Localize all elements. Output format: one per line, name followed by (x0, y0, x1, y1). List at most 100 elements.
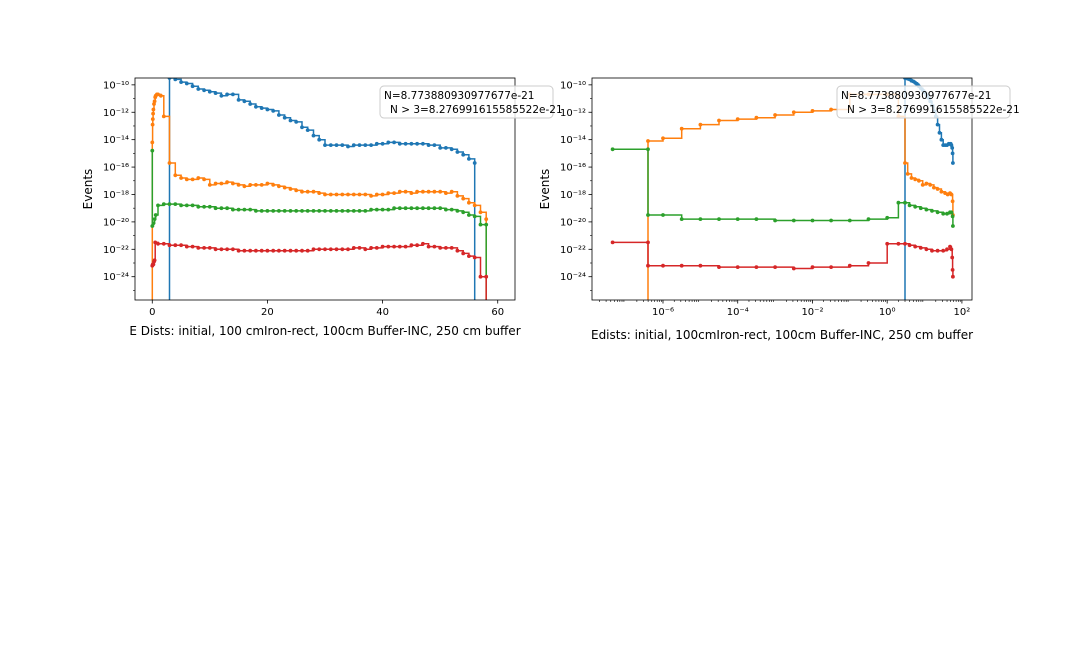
right-series-green-point (941, 211, 946, 216)
left-series-red-point (213, 247, 218, 252)
right-series-orange-point (829, 107, 833, 112)
right-series-green-point (646, 213, 650, 217)
left-series-green-point (444, 207, 448, 212)
left-series-orange-point (156, 92, 160, 97)
right-series-green-point (918, 206, 923, 211)
right-series-green-point (951, 224, 955, 228)
left-series-red-point (152, 258, 157, 263)
left-series-blue-point (328, 143, 333, 148)
left-series-green-point (271, 209, 276, 213)
left-series-orange-point (150, 117, 155, 121)
left-series-blue-point (207, 89, 212, 94)
left-series-orange-point (161, 114, 166, 119)
left-series-orange-point (334, 192, 339, 197)
left-series-green-point (300, 209, 304, 213)
left-series-red-point (380, 244, 385, 249)
left-series-blue-point (363, 143, 368, 148)
left-series-red-point (461, 251, 466, 256)
right-series-orange-point (717, 118, 721, 123)
left-series-green-point (317, 209, 322, 213)
right-y-tick-label: 10⁻¹⁴ (560, 135, 586, 146)
left-series-blue-point (213, 91, 218, 95)
right-x-tick-label: 10⁻² (801, 307, 823, 318)
left-series-red-point (242, 248, 247, 253)
left-series-blue-point (397, 141, 402, 146)
left-y-axis-label: Events (81, 169, 95, 210)
left-series-orange-point (242, 184, 247, 189)
left-series-green-point (151, 221, 156, 226)
left-series-green-point (265, 209, 270, 213)
left-series-red-point (265, 248, 270, 253)
left-series-green-point (386, 207, 391, 212)
left-series-red-point (369, 246, 373, 250)
right-series-red-point (698, 263, 703, 268)
right-series-green-point (698, 217, 703, 222)
right-y-tick-label: 10⁻¹² (560, 108, 586, 119)
right-y-axis-label: Events (538, 169, 552, 210)
left-series-blue-point (426, 143, 431, 148)
left-series-green-point (156, 203, 160, 208)
right-series-orange-point (791, 110, 796, 115)
left-x-tick-label: 40 (376, 307, 389, 318)
right-series-orange-point (646, 139, 650, 143)
left-series-green-point (207, 204, 212, 209)
right-legend-box (836, 85, 1011, 119)
left-series-blue-point (202, 88, 207, 93)
left-series-blue-point (254, 104, 258, 109)
right-series-red-point (829, 265, 833, 269)
left-series-orange-point (184, 177, 189, 182)
left-series-red-point (409, 243, 414, 248)
right-series-green-point (717, 217, 721, 222)
right-series-red-point (717, 265, 721, 269)
left-series-red-point (415, 243, 419, 248)
left-series-red-point (161, 241, 166, 246)
left-legend-entry-n-gt-3: N > 3=8.276991615585522e-21 (390, 104, 563, 116)
right-series-green-point (930, 209, 934, 213)
left-series-red-point (231, 247, 235, 252)
left-series-blue-point (340, 143, 345, 148)
left-series-red-point (340, 247, 345, 252)
left-series-green-point (161, 202, 166, 207)
left-series-red-point (173, 243, 178, 248)
left-series-orange-point (461, 196, 466, 201)
left-series-green-point (421, 206, 425, 211)
right-series-orange-point (661, 136, 665, 141)
left-series-blue-point (236, 98, 241, 102)
left-series-red-point (282, 248, 287, 253)
left-series-orange-point (305, 189, 310, 194)
right-series-orange-point (909, 176, 914, 180)
left-series-red-point (300, 248, 304, 253)
right-series-orange-point (905, 172, 910, 176)
left-series-orange-point (151, 107, 156, 112)
left-series-green-point (153, 213, 158, 217)
left-legend: N=8.773880930977677e-21 N > 3=8.27699161… (379, 85, 563, 119)
left-series-red-point (363, 247, 368, 252)
right-series-red-point (847, 263, 852, 268)
left-series-blue-point (242, 99, 247, 104)
left-series-orange-point (225, 180, 230, 185)
left-series-blue-point (294, 120, 299, 124)
right-series-green-point (896, 200, 901, 205)
left-legend-box (379, 85, 554, 119)
left-series-orange-point (340, 192, 345, 197)
left-series-blue-point (305, 128, 310, 133)
right-series-red-point (679, 263, 684, 268)
left-series-green-point (340, 209, 345, 213)
left-series-orange-point (397, 189, 402, 194)
right-series-red-point (918, 246, 923, 250)
left-y-tick-label: 10⁻²⁴ (103, 272, 129, 283)
right-legend-entry-n-gt-3: N > 3=8.276991615585522e-21 (847, 104, 1020, 116)
left-series-orange-point (179, 176, 184, 180)
left-series-orange-point (150, 122, 155, 127)
right-series-orange-point (773, 113, 777, 117)
left-series-green-point (277, 209, 281, 213)
left-series-red-point (444, 246, 448, 250)
right-series-red-point (610, 240, 615, 245)
left-series-orange-point (159, 93, 163, 98)
left-series-blue-point (455, 150, 460, 154)
left-series-red-point (328, 247, 333, 252)
left-series-orange-point (150, 140, 155, 145)
left-series-orange-point (219, 181, 224, 186)
right-series-green-point (847, 218, 852, 223)
left-series-green-point (334, 209, 339, 213)
